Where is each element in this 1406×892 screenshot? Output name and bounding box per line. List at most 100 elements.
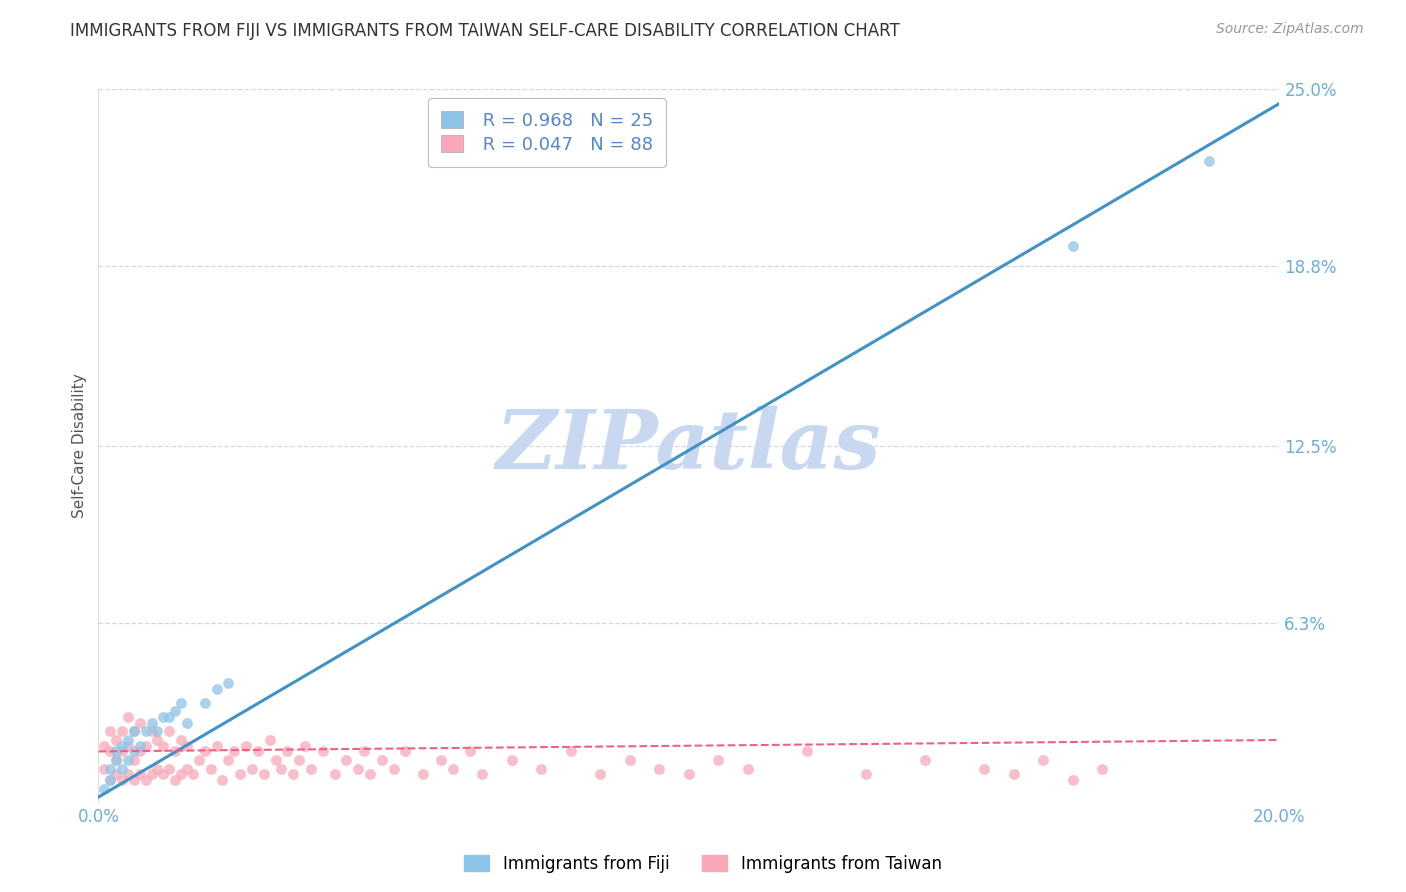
- Point: [157, 710, 180, 724]
- Point: [105, 753, 128, 767]
- Point: [122, 753, 145, 767]
- Text: IMMIGRANTS FROM FIJI VS IMMIGRANTS FROM TAIWAN SELF-CARE DISABILITY CORRELATION : IMMIGRANTS FROM FIJI VS IMMIGRANTS FROM …: [70, 22, 900, 40]
- Point: [170, 767, 193, 781]
- Point: [135, 772, 157, 787]
- Point: [737, 762, 759, 776]
- Point: [105, 753, 128, 767]
- Point: [152, 710, 174, 724]
- Point: [235, 739, 257, 753]
- Point: [1002, 767, 1025, 781]
- Point: [205, 681, 228, 696]
- Point: [205, 739, 228, 753]
- Point: [430, 753, 453, 767]
- Point: [93, 739, 115, 753]
- Text: Source: ZipAtlas.com: Source: ZipAtlas.com: [1216, 22, 1364, 37]
- Point: [117, 767, 139, 781]
- Point: [1032, 753, 1054, 767]
- Point: [353, 744, 375, 758]
- Point: [270, 762, 292, 776]
- Point: [259, 733, 281, 747]
- Point: [111, 772, 134, 787]
- Point: [170, 733, 193, 747]
- Point: [157, 724, 180, 739]
- Point: [98, 772, 121, 787]
- Point: [105, 733, 128, 747]
- Text: ZIPatlas: ZIPatlas: [496, 406, 882, 486]
- Point: [412, 767, 434, 781]
- Point: [560, 744, 582, 758]
- Point: [157, 762, 180, 776]
- Point: [619, 753, 641, 767]
- Point: [128, 715, 150, 730]
- Point: [394, 744, 416, 758]
- Point: [176, 715, 198, 730]
- Point: [312, 744, 335, 758]
- Legend: Immigrants from Fiji, Immigrants from Taiwan: Immigrants from Fiji, Immigrants from Ta…: [457, 848, 949, 880]
- Point: [246, 744, 269, 758]
- Point: [165, 705, 187, 719]
- Point: [122, 724, 145, 739]
- Point: [855, 767, 877, 781]
- Point: [796, 744, 818, 758]
- Point: [111, 744, 134, 758]
- Point: [471, 767, 494, 781]
- Point: [200, 762, 222, 776]
- Point: [347, 762, 370, 776]
- Point: [283, 767, 305, 781]
- Legend:  R = 0.968   N = 25,  R = 0.047   N = 88: R = 0.968 N = 25, R = 0.047 N = 88: [429, 98, 666, 167]
- Point: [165, 744, 187, 758]
- Point: [359, 767, 381, 781]
- Point: [181, 767, 204, 781]
- Point: [276, 744, 298, 758]
- Point: [117, 710, 139, 724]
- Point: [111, 724, 134, 739]
- Point: [165, 772, 187, 787]
- Point: [288, 753, 311, 767]
- Point: [152, 739, 174, 753]
- Point: [98, 762, 121, 776]
- Point: [170, 696, 193, 710]
- Point: [128, 739, 150, 753]
- Point: [117, 753, 139, 767]
- Point: [93, 762, 115, 776]
- Y-axis label: Self-Care Disability: Self-Care Disability: [72, 374, 87, 518]
- Point: [93, 781, 115, 796]
- Point: [98, 724, 121, 739]
- Point: [111, 739, 134, 753]
- Point: [176, 739, 198, 753]
- Point: [152, 767, 174, 781]
- Point: [211, 772, 233, 787]
- Point: [117, 739, 139, 753]
- Point: [229, 767, 252, 781]
- Point: [135, 724, 157, 739]
- Point: [141, 724, 163, 739]
- Point: [914, 753, 936, 767]
- Point: [98, 744, 121, 758]
- Point: [1198, 153, 1220, 168]
- Point: [217, 676, 239, 690]
- Point: [128, 767, 150, 781]
- Point: [371, 753, 394, 767]
- Point: [194, 696, 217, 710]
- Point: [1091, 762, 1114, 776]
- Point: [224, 744, 246, 758]
- Point: [111, 762, 134, 776]
- Point: [441, 762, 464, 776]
- Point: [299, 762, 322, 776]
- Point: [141, 715, 163, 730]
- Point: [294, 739, 316, 753]
- Point: [1062, 239, 1084, 253]
- Point: [194, 744, 217, 758]
- Point: [264, 753, 287, 767]
- Point: [335, 753, 357, 767]
- Point: [141, 767, 163, 781]
- Point: [460, 744, 482, 758]
- Point: [382, 762, 405, 776]
- Point: [973, 762, 995, 776]
- Point: [530, 762, 553, 776]
- Point: [135, 739, 157, 753]
- Point: [501, 753, 523, 767]
- Point: [1062, 772, 1084, 787]
- Point: [117, 733, 139, 747]
- Point: [589, 767, 612, 781]
